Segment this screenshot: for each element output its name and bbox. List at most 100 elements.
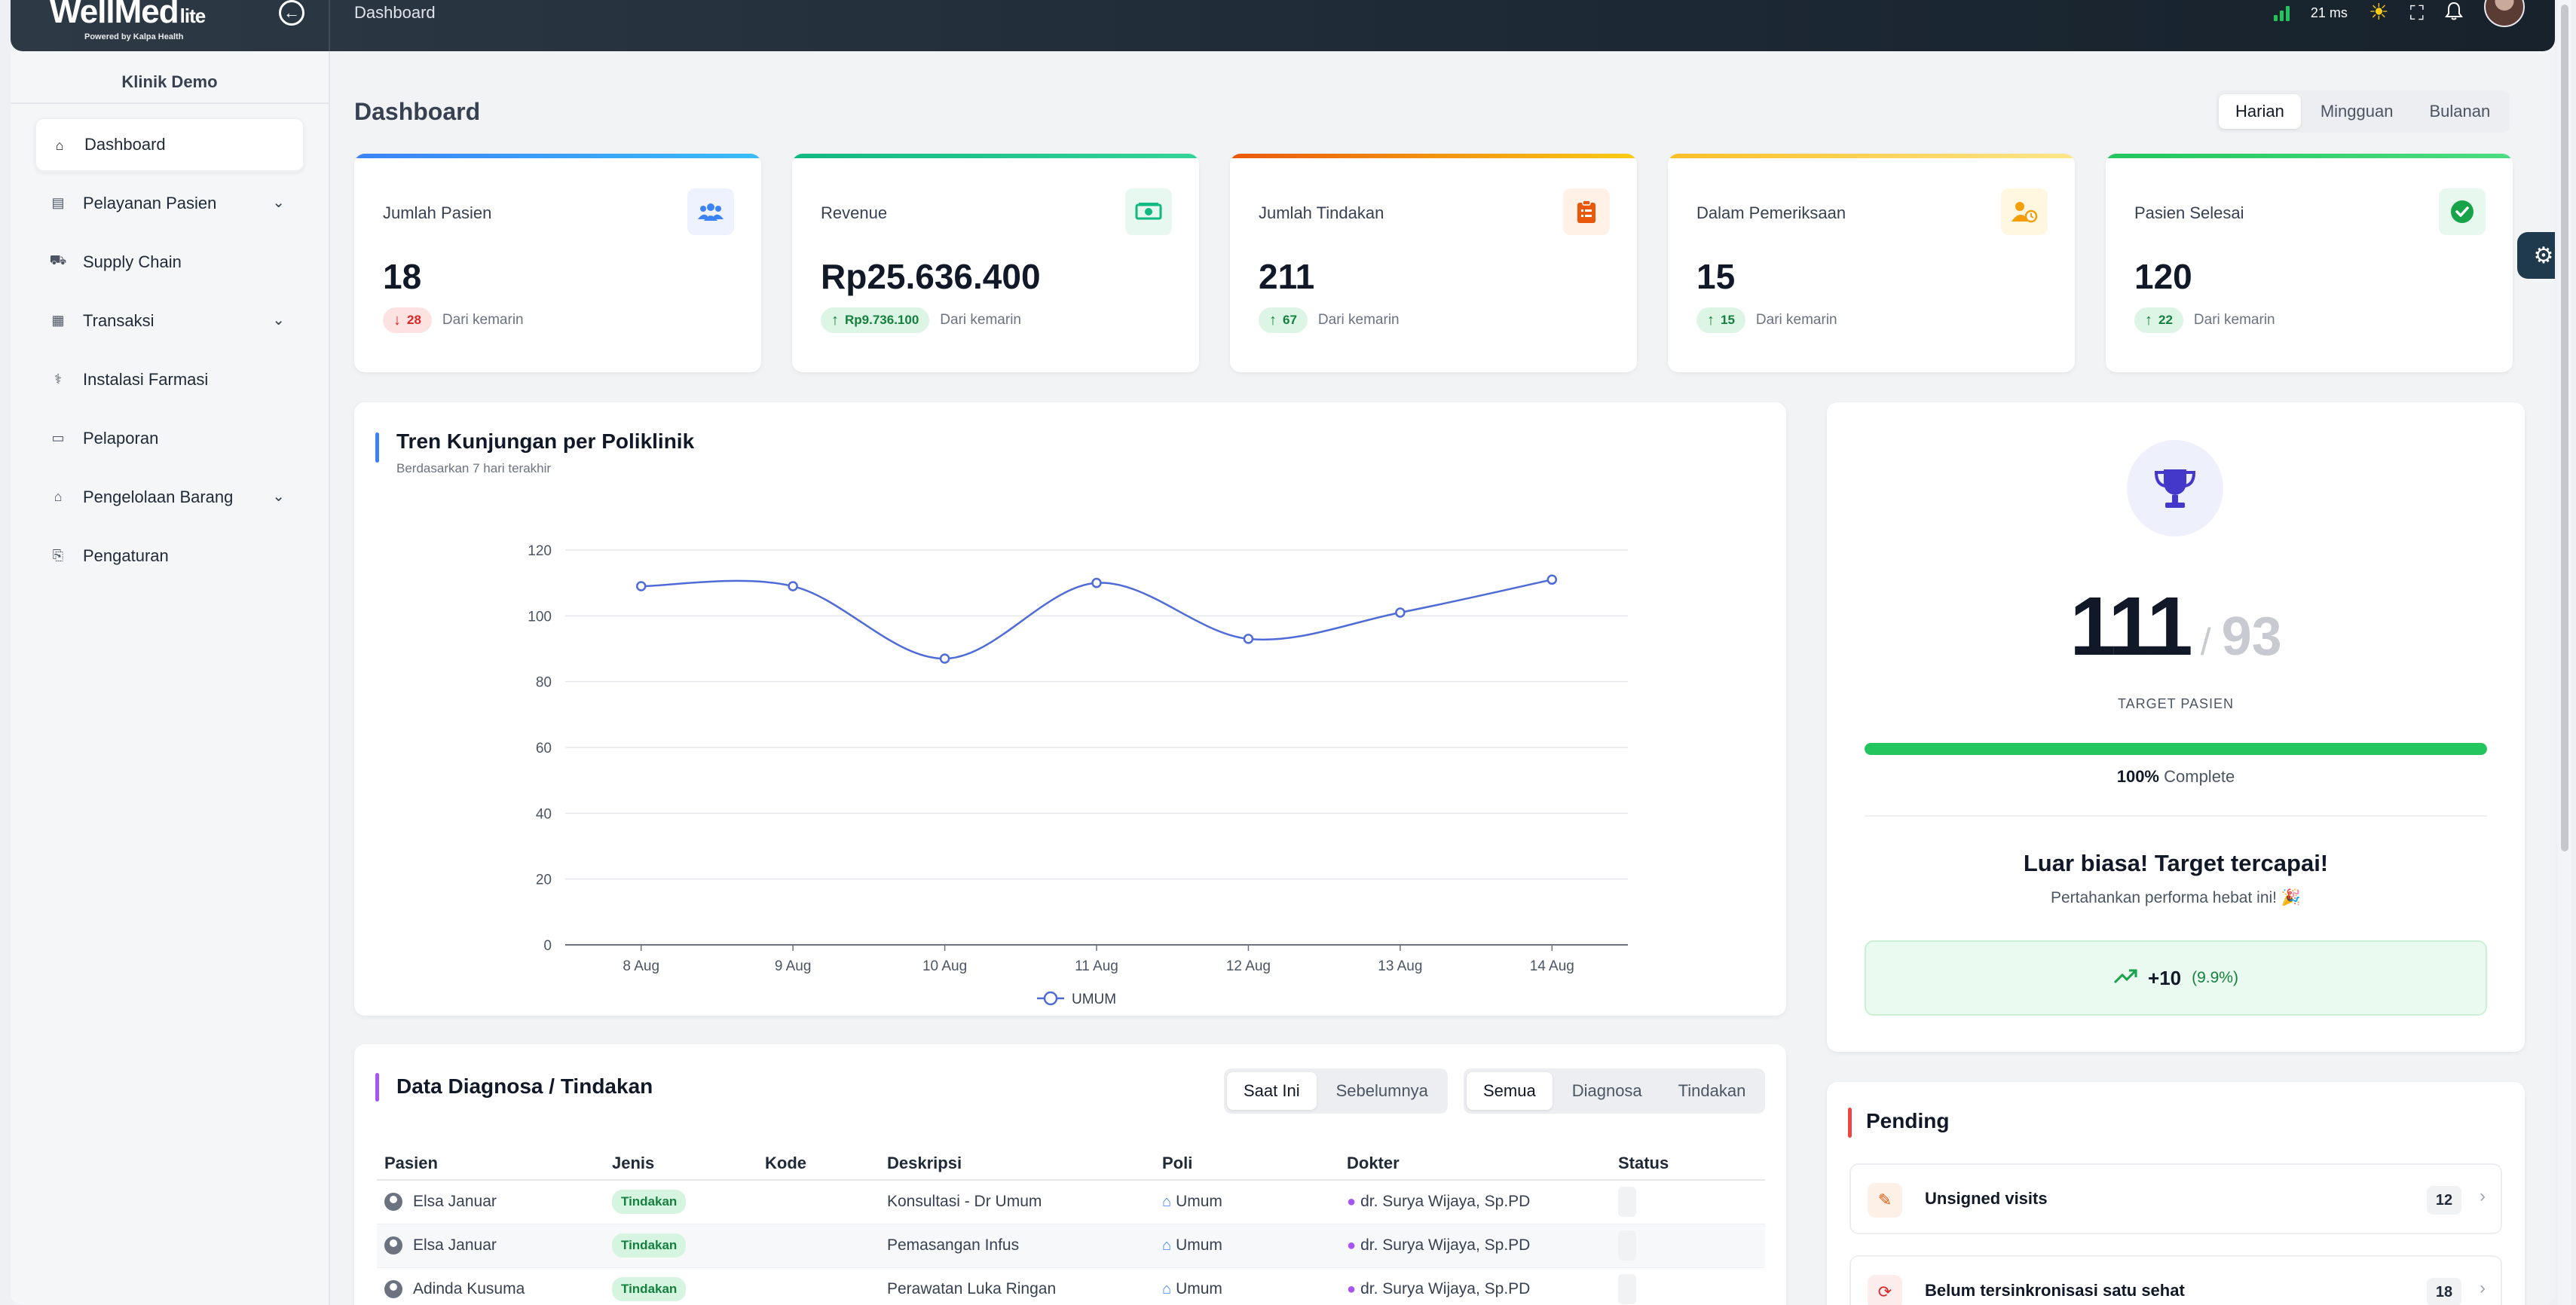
x-tick-label: 10 Aug [922,958,967,974]
truck-icon: ⛟ [49,252,67,267]
card-accent [375,432,379,463]
sidebar-item-label: Transaksi [83,311,154,330]
column-header[interactable]: Dokter [1339,1147,1611,1181]
table-row[interactable]: Elsa Januar Tindakan Konsultasi - Dr Umu… [377,1180,1765,1224]
pending-count: 12 [2427,1186,2461,1215]
chevron-down-icon: ⌄ [272,312,285,329]
fullscreen-icon[interactable]: ⛶ [2409,2,2424,24]
tab-diagnosa[interactable]: Diagnosa [1571,1081,1642,1100]
pending-item-unsigned-visits[interactable]: ✎ Unsigned visits 12 › [1849,1163,2502,1234]
doctor-cell: dr. Surya Wijaya, Sp.PD [1360,1280,1531,1297]
x-tick-label: 14 Aug [1530,958,1574,974]
tab-semua[interactable]: Semua [1467,1072,1553,1110]
diagnosis-card: Data Diagnosa / Tindakan Saat Ini Sebelu… [354,1044,1786,1305]
chart-subtitle: Berdasarkan 7 hari terakhir [396,461,552,475]
sidebar-item-label: Pengelolaan Barang [83,487,234,506]
description-cell: Konsultasi - Dr Umum [880,1180,1155,1224]
arrow-up-icon: ↑ [1269,311,1277,329]
scrollbar-thumb[interactable] [2561,5,2568,851]
signal-icon [2273,5,2290,21]
tab-mingguan[interactable]: Mingguan [2320,102,2394,121]
clinic-name: Klinik Demo [121,72,218,91]
x-tick-label: 9 Aug [775,958,812,974]
data-point [939,653,950,664]
sidebar-item-pelayanan-pasien[interactable]: ▤ Pelayanan Pasien ⌄ [35,176,304,231]
report-icon: ▭ [51,429,65,445]
pending-item-sync-satusehat[interactable]: ⟳ Belum tersinkronisasi satu sehat 18 › [1849,1255,2502,1305]
theme-toggle-sun-icon[interactable]: ☀ [2368,0,2389,25]
description-cell: Pemasangan Infus [880,1224,1155,1268]
data-point [1243,634,1254,644]
progress-text: 100% Complete [2116,767,2235,786]
latency-text: 21 ms [2310,5,2348,20]
settings-gear-button[interactable]: ⚙ [2517,232,2555,279]
data-point [1547,574,1558,585]
column-header[interactable]: Status [1611,1147,1765,1181]
column-header[interactable]: Pasien [377,1147,604,1181]
table-header-row: Pasien Jenis Kode Deskripsi Poli Dokter … [377,1147,1765,1181]
change-note: Dari kemarin [940,312,1021,328]
change-note: Dari kemarin [2193,312,2275,328]
user-avatar[interactable] [2484,0,2525,27]
x-tick-label: 13 Aug [1378,958,1422,974]
brand-logo[interactable]: WellMedlite Powered by Kalpa Health [50,0,207,41]
clipboard-list-icon [1563,188,1610,235]
stat-label: Dalam Pemeriksaan [1696,203,1846,222]
tab-saat-ini[interactable]: Saat Ini [1227,1072,1317,1110]
sidebar-item-pelaporan[interactable]: ▭ Pelaporan [35,411,304,466]
x-tick-label: 11 Aug [1075,958,1118,974]
user-circle-icon [384,1193,402,1212]
hospital-icon: ⌂ [1162,1281,1172,1297]
column-header[interactable]: Poli [1155,1147,1339,1181]
pending-label: Belum tersinkronisasi satu sehat [1925,1281,2185,1300]
target-delta-box: +10 (9.9%) [1865,940,2487,1016]
collapse-sidebar-button[interactable]: ← [279,0,304,26]
description-cell: Perawatan Luka Ringan [880,1267,1155,1305]
stat-card-jumlah-pasien: Jumlah Pasien 18 ↓ 28 Dari kemarin [354,154,761,372]
chart-title: Tren Kunjungan per Poliklinik [396,429,695,453]
stat-value: Rp25.636.400 [821,257,1041,296]
change-badge: ↑ 67 [1259,307,1308,333]
period-tabs: Harian Mingguan Bulanan [2216,90,2510,133]
arrow-down-icon: ↓ [393,311,401,329]
tab-bulanan[interactable]: Bulanan [2429,102,2491,121]
y-tick-label: 120 [528,543,552,559]
target-current: 111 [2070,580,2192,673]
tab-tindakan[interactable]: Tindakan [1678,1081,1746,1100]
bell-icon[interactable] [2445,2,2463,24]
visit-trend-chart: 0 20 40 60 80 100 120 8 Aug 9 Aug 10 Aug 11 Aug 12 … [528,543,1628,1007]
arrow-left-icon: ← [283,3,300,22]
table-row[interactable]: Adinda Kusuma Tindakan Perawatan Luka Ri… [377,1267,1765,1305]
target-headline: Luar biasa! Target tercapai! [2023,850,2329,876]
trend-up-icon [2113,965,2137,991]
user-circle-icon [384,1236,402,1255]
sidebar-item-dashboard[interactable]: ⌂ Dashboard [35,118,304,172]
sidebar-item-instalasi-farmasi[interactable]: ⚕ Instalasi Farmasi [35,353,304,407]
type-badge: Tindakan [612,1233,687,1258]
sidebar-item-pengaturan[interactable]: ⎘ Pengaturan [35,529,304,583]
tab-sebelumnya[interactable]: Sebelumnya [1335,1081,1428,1100]
chevron-right-icon: › [2480,1278,2486,1298]
y-tick-label: 40 [536,806,552,822]
stat-value: 211 [1259,257,1315,296]
column-header[interactable]: Kode [757,1147,880,1181]
column-header[interactable]: Jenis [604,1147,757,1181]
table-row[interactable]: Elsa Januar Tindakan Pemasangan Infus ⌂ U… [377,1224,1765,1268]
diagnosis-title: Data Diagnosa / Tindakan [396,1074,653,1098]
column-header[interactable]: Deskripsi [880,1147,1155,1181]
stat-card-pasien-selesai: Pasien Selesai 120 ↑ 22 Dari kemarin [2106,154,2513,372]
pending-count: 18 [2427,1278,2461,1305]
stat-label: Pasien Selesai [2134,203,2244,222]
sidebar-item-transaksi[interactable]: ▦ Transaksi ⌄ [35,294,304,348]
change-note: Dari kemarin [442,312,524,328]
brand-subtitle: Powered by Kalpa Health [84,32,184,41]
sidebar-item-pengelolaan-barang[interactable]: ⌂ Pengelolaan Barang ⌄ [35,470,304,524]
pending-card: Pending ✎ Unsigned visits 12 › ⟳ Belum t… [1827,1082,2525,1305]
sidebar-item-supply-chain[interactable]: ⛟ Supply Chain [35,235,304,289]
brand-suffix: lite [179,5,207,27]
code-cell [757,1180,880,1224]
stat-change: ↑ 15 Dari kemarin [1696,307,1837,333]
tab-harian[interactable]: Harian [2219,94,2301,129]
stat-label: Jumlah Pasien [383,203,492,222]
series-line-umum [641,579,1553,660]
